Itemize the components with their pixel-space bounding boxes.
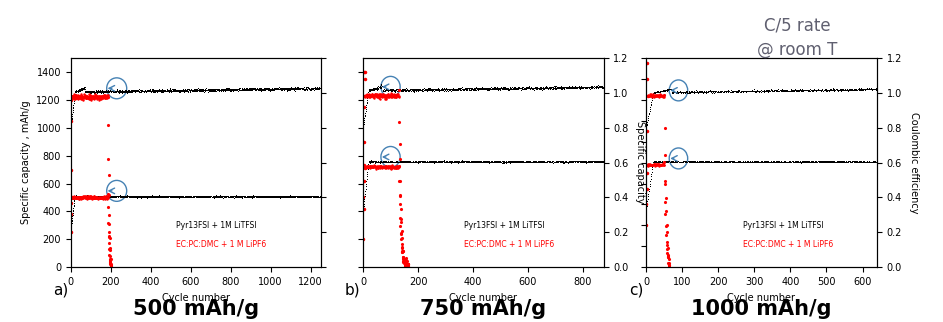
Y-axis label: Specific capacity: Specific capacity [636, 121, 645, 204]
Text: Pyr13FSI + 1M LiTFSI: Pyr13FSI + 1M LiTFSI [175, 221, 256, 230]
Text: a): a) [53, 282, 68, 298]
Text: c): c) [629, 282, 644, 298]
Text: 1000 mAh/g: 1000 mAh/g [691, 299, 832, 319]
Text: 500 mAh/g: 500 mAh/g [133, 299, 258, 319]
X-axis label: Cycle number: Cycle number [449, 293, 518, 303]
Text: b): b) [345, 282, 360, 298]
Text: EC:PC:DMC + 1 M LiPF6: EC:PC:DMC + 1 M LiPF6 [464, 240, 554, 249]
Text: EC:PC:DMC + 1 M LiPF6: EC:PC:DMC + 1 M LiPF6 [743, 240, 834, 249]
Y-axis label: Specific capacity , mAh/g: Specific capacity , mAh/g [21, 101, 31, 224]
Text: Pyr13FSI + 1M LiTFSI: Pyr13FSI + 1M LiTFSI [743, 221, 823, 230]
X-axis label: Cycle number: Cycle number [727, 293, 796, 303]
Text: 750 mAh/g: 750 mAh/g [421, 299, 546, 319]
Text: C/5 rate
@ room T: C/5 rate @ room T [756, 16, 837, 59]
Text: EC:PC:DMC + 1 M LiPF6: EC:PC:DMC + 1 M LiPF6 [175, 240, 266, 249]
Text: Pyr13FSI + 1M LiTFSI: Pyr13FSI + 1M LiTFSI [464, 221, 544, 230]
Y-axis label: Coulombic efficiency: Coulombic efficiency [909, 112, 918, 213]
X-axis label: Cycle number: Cycle number [161, 293, 230, 303]
